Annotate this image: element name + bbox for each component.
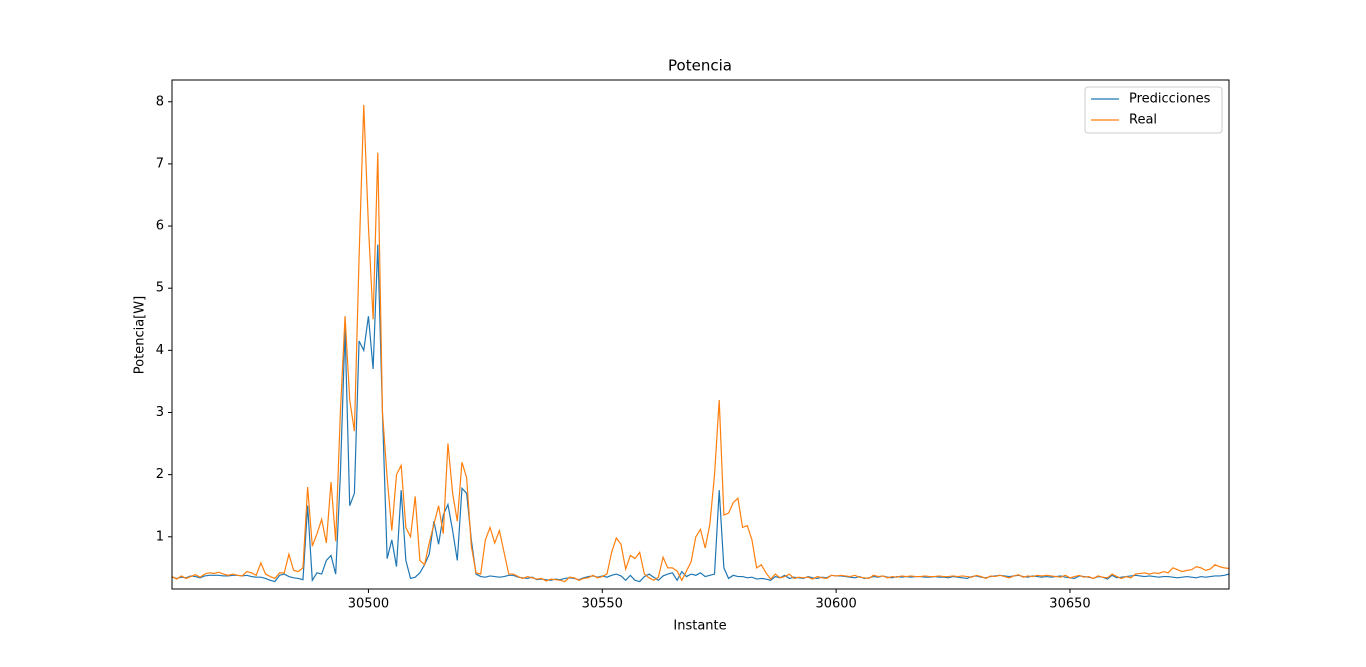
x-tick-label: 30600 bbox=[815, 597, 856, 612]
plot-frame bbox=[171, 79, 1230, 590]
x-tick-label: 30650 bbox=[1049, 597, 1090, 612]
y-tick-label: 5 bbox=[156, 281, 164, 296]
x-tick-label: 30500 bbox=[348, 597, 389, 612]
series-line bbox=[172, 104, 1229, 583]
y-tick-label: 2 bbox=[156, 467, 164, 482]
legend-label: Real bbox=[1129, 113, 1157, 128]
y-tick-label: 7 bbox=[156, 156, 164, 171]
y-axis-label: Potencia[W] bbox=[133, 296, 148, 374]
y-tick-label: 4 bbox=[156, 343, 164, 358]
x-tick-label: 30550 bbox=[582, 597, 623, 612]
legend-label: Predicciones bbox=[1129, 92, 1211, 107]
y-tick-label: 3 bbox=[156, 405, 164, 420]
legend-box bbox=[1084, 86, 1223, 134]
series-line bbox=[172, 244, 1229, 583]
x-axis-label: Instante bbox=[673, 619, 726, 634]
y-tick-label: 6 bbox=[156, 219, 164, 234]
y-tick-label: 8 bbox=[156, 94, 164, 109]
y-tick-label: 1 bbox=[156, 529, 164, 544]
chart-title: Potencia bbox=[668, 57, 732, 75]
